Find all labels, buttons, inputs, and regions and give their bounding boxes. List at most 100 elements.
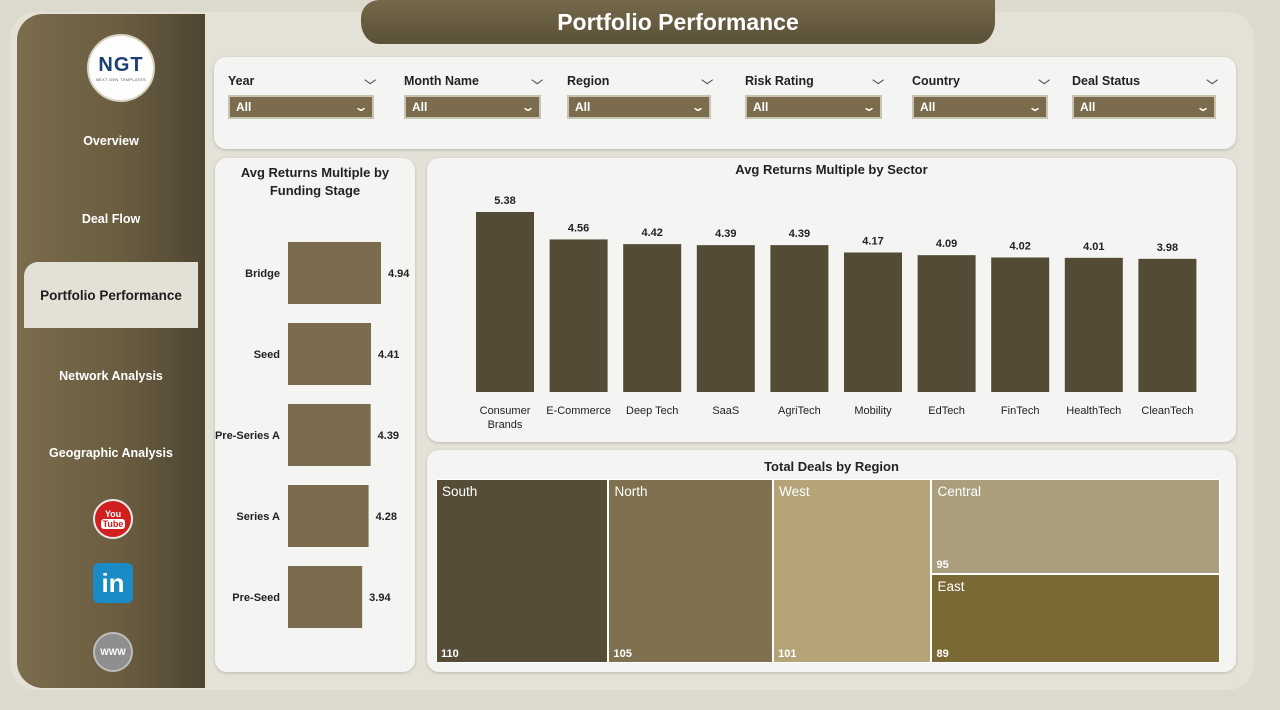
sector-value-label: 4.56 <box>568 222 589 234</box>
sector-category-label: HealthTech <box>1066 405 1121 417</box>
sector-category-label: SaaS <box>712 405 739 417</box>
treemap-value-label: 101 <box>778 648 797 660</box>
stage-bar[interactable] <box>288 404 371 466</box>
sector-bar[interactable] <box>844 252 902 392</box>
nav-overview[interactable]: Overview <box>24 108 198 174</box>
filter-risk-rating: Risk Rating ⌵ All ⌄ <box>745 71 884 119</box>
stage-value-label: 4.39 <box>378 430 399 442</box>
treemap-region-label: Central <box>937 484 982 499</box>
filter-year: Year ⌵ All ⌄ <box>228 71 376 119</box>
sector-value-label: 4.42 <box>641 227 662 239</box>
treemap-region-label: East <box>937 579 965 594</box>
filter-label: Risk Rating <box>745 74 814 88</box>
treemap-cell-east[interactable]: East 89 <box>931 574 1220 663</box>
stage-value-label: 4.94 <box>388 268 410 280</box>
treemap-cell-central[interactable]: Central 95 <box>931 479 1220 574</box>
sector-category-label: CleanTech <box>1141 405 1193 417</box>
filter-label: Month Name <box>404 74 479 88</box>
nav-label: Geographic Analysis <box>49 446 173 460</box>
nav-network-analysis[interactable]: Network Analysis <box>24 343 198 409</box>
treemap-region-label: West <box>779 484 810 499</box>
dropdown-value: All <box>1080 100 1096 114</box>
chevron-down-icon[interactable]: ⌵ <box>871 74 884 87</box>
sector-category-label: Brands <box>488 419 523 431</box>
sector-value-label: 4.17 <box>862 235 883 247</box>
sector-value-label: 4.39 <box>715 228 736 240</box>
treemap-value-label: 110 <box>441 648 459 660</box>
filter-label: Year <box>228 74 255 88</box>
treemap-value-label: 89 <box>936 648 949 660</box>
treemap-cell-west[interactable]: West 101 <box>773 479 932 663</box>
sector-bar[interactable] <box>770 245 829 392</box>
sector-value-label: 4.02 <box>1009 241 1030 253</box>
sector-bar[interactable] <box>549 239 608 392</box>
sector-bar[interactable] <box>991 257 1050 392</box>
stage-bar[interactable] <box>288 566 363 628</box>
sector-value-label: 4.09 <box>936 238 957 250</box>
nav-deal-flow[interactable]: Deal Flow <box>24 186 198 252</box>
sector-bar[interactable] <box>1064 257 1123 392</box>
chevron-down-icon[interactable]: ⌵ <box>700 74 713 87</box>
nav-geographic-analysis[interactable]: Geographic Analysis <box>24 420 198 486</box>
deal-status-dropdown[interactable]: All ⌄ <box>1072 95 1216 119</box>
sector-value-label: 3.98 <box>1157 242 1178 254</box>
ngt-logo[interactable]: NGT NEXT GEN TEMPLATES <box>87 34 155 102</box>
filter-label: Country <box>912 74 960 88</box>
globe-www-icon[interactable]: WWW <box>93 632 133 672</box>
stage-category-label: Series A <box>236 511 280 523</box>
stage-bar[interactable] <box>288 485 369 547</box>
page-title: Portfolio Performance <box>557 8 799 35</box>
dropdown-value: All <box>412 100 428 114</box>
sector-category-label: Mobility <box>854 405 892 417</box>
stage-category-label: Pre-Seed <box>232 592 280 604</box>
chart-title: Avg Returns Multiple by Sector <box>735 162 928 177</box>
stage-value-label: 4.41 <box>378 349 399 361</box>
chevron-down-icon: ⌄ <box>861 100 877 114</box>
treemap-cell-south[interactable]: South 110 <box>436 479 609 663</box>
nav-label: Overview <box>83 134 139 148</box>
stage-bar[interactable] <box>288 242 381 304</box>
chart-title: Avg Returns Multiple by Funding Stage <box>240 165 390 198</box>
youtube-icon[interactable]: You Tube <box>93 499 133 539</box>
chevron-down-icon[interactable]: ⌵ <box>530 74 543 87</box>
sector-category-label: Consumer <box>480 405 531 417</box>
year-dropdown[interactable]: All ⌄ <box>228 95 374 119</box>
www-text: WWW <box>100 647 126 657</box>
dropdown-value: All <box>920 100 936 114</box>
sector-category-label: Deep Tech <box>626 405 678 417</box>
nav-label: Portfolio Performance <box>40 287 182 303</box>
sector-bar[interactable] <box>623 244 682 392</box>
month-name-dropdown[interactable]: All ⌄ <box>404 95 541 119</box>
chevron-down-icon: ⌄ <box>1027 100 1043 114</box>
sector-bar[interactable] <box>476 212 534 392</box>
sector-bar-chart: 5.38 Consumer Brands 4.56 E-Commerce 4.42 Deep… <box>476 195 1197 431</box>
stage-bar[interactable] <box>288 323 372 385</box>
risk-rating-dropdown[interactable]: All ⌄ <box>745 95 882 119</box>
chevron-down-icon[interactable]: ⌵ <box>1037 74 1050 87</box>
linkedin-text: in <box>101 567 125 598</box>
sector-bar[interactable] <box>696 245 755 392</box>
chevron-down-icon: ⌄ <box>520 100 536 114</box>
dropdown-value: All <box>575 100 591 114</box>
region-treemap: South 110 North 105 West 101 Central 95 East 89 <box>436 479 1220 663</box>
sector-bar[interactable] <box>917 255 976 392</box>
logo-subtext: NEXT GEN TEMPLATES <box>95 76 147 82</box>
chart-title: Total Deals by Region <box>764 459 899 474</box>
treemap-region-label: South <box>442 484 478 499</box>
sector-category-label: EdTech <box>928 405 965 417</box>
sector-value-label: 5.38 <box>494 195 515 207</box>
chevron-down-icon[interactable]: ⌵ <box>1205 74 1218 87</box>
country-dropdown[interactable]: All ⌄ <box>912 95 1048 119</box>
linkedin-icon[interactable]: in <box>93 563 133 603</box>
sector-category-label: FinTech <box>1001 405 1040 417</box>
chevron-down-icon: ⌄ <box>690 100 706 114</box>
nav-portfolio-performance[interactable]: Portfolio Performance <box>24 262 198 328</box>
filter-label: Deal Status <box>1072 74 1141 88</box>
treemap-cell-north[interactable]: North 105 <box>608 479 774 663</box>
sector-bar[interactable] <box>1138 258 1197 392</box>
chevron-down-icon[interactable]: ⌵ <box>363 74 376 87</box>
stage-category-label: Seed <box>254 349 280 361</box>
stage-value-label: 3.94 <box>369 592 391 604</box>
filter-deal-status: Deal Status ⌵ All ⌄ <box>1072 71 1218 119</box>
region-dropdown[interactable]: All ⌄ <box>567 95 711 119</box>
